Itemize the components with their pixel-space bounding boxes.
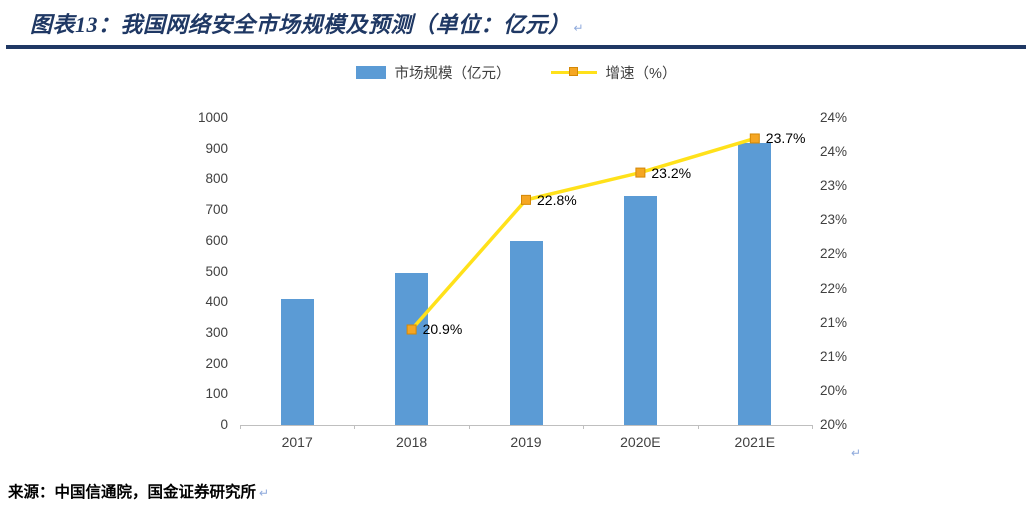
left-axis-tick-label: 500	[205, 263, 228, 279]
right-axis-tick-label: 24%	[820, 110, 848, 125]
left-axis-tick-label: 200	[205, 355, 228, 371]
x-axis-tick	[583, 425, 585, 429]
legend-bar-swatch	[355, 66, 386, 79]
legend-label: 市场规模（亿元）	[394, 66, 511, 82]
x-axis-line	[240, 425, 812, 426]
x-axis-label: 2020E	[620, 434, 661, 450]
x-axis-tick	[697, 425, 699, 429]
growth-point-label: 20.9%	[422, 321, 463, 338]
legend-line-marker	[568, 67, 578, 76]
right-axis-tick-label: 23%	[820, 212, 848, 228]
x-axis-tick	[468, 425, 470, 429]
x-axis-label: 2017	[281, 434, 313, 450]
left-axis-tick-label: 800	[205, 171, 228, 187]
x-axis-label: 2018	[396, 434, 428, 450]
right-axis-tick-label: 24%	[820, 144, 848, 160]
growth-line-marker	[635, 167, 646, 178]
paragraph-mark-icon: ↵	[851, 446, 862, 460]
legend-item-market-size: 市场规模（亿元）	[355, 62, 511, 83]
figure-title-row: 图表13：我国网络安全市场规模及预测（单位：亿元） ↵	[30, 7, 584, 39]
right-axis-tick-label: 21%	[820, 314, 848, 330]
legend-item-growth-rate: 增速（%）	[550, 62, 677, 83]
growth-point-label: 23.7%	[765, 130, 806, 147]
figure-title: 图表13：我国网络安全市场规模及预测（单位：亿元）	[30, 12, 571, 37]
right-axis-tick-label: 21%	[820, 348, 848, 364]
x-axis-label: 2019	[510, 434, 542, 450]
source-text: 来源：中国信通院，国金证券研究所	[8, 484, 257, 501]
bar-2019	[509, 240, 543, 425]
right-axis-tick-label: 20%	[820, 417, 848, 432]
x-axis-tick	[240, 425, 241, 429]
right-axis-tick-label: 20%	[820, 382, 848, 398]
x-axis-tick	[812, 425, 813, 429]
bar-2017	[280, 299, 314, 425]
growth-point-label: 23.2%	[651, 164, 692, 181]
bar-2020E	[623, 196, 657, 425]
legend-line-swatch	[550, 66, 597, 79]
right-axis-tick-label: 22%	[820, 280, 848, 296]
bar-2018	[395, 273, 429, 425]
left-axis-tick-label: 600	[205, 232, 228, 248]
paragraph-mark-icon: ↵	[259, 486, 270, 500]
right-axis-tick-label: 22%	[820, 246, 848, 262]
title-rule	[6, 45, 1026, 49]
growth-line-path	[410, 136, 756, 331]
legend-label: 增速（%）	[605, 66, 677, 82]
left-axis-tick-label: 300	[205, 324, 228, 340]
paragraph-mark-icon: ↵	[573, 21, 584, 35]
bar-2021E	[738, 142, 772, 425]
left-axis-tick-label: 1000	[197, 110, 228, 125]
left-axis-tick-label: 900	[205, 140, 228, 156]
chart-legend: 市场规模（亿元） 增速（%）	[0, 62, 1032, 83]
growth-point-label: 22.8%	[537, 191, 577, 208]
left-axis-tick-label: 0	[220, 417, 228, 432]
x-axis-tick	[354, 425, 356, 429]
source-row: 来源：中国信通院，国金证券研究所 ↵	[8, 480, 269, 502]
x-axis-label: 2021E	[734, 434, 776, 450]
left-axis-tick-label: 400	[205, 294, 228, 310]
right-axis-tick-label: 23%	[820, 178, 848, 194]
left-axis-tick-label: 700	[205, 202, 228, 218]
left-axis-tick-label: 100	[205, 386, 228, 402]
growth-line-marker	[521, 194, 531, 205]
